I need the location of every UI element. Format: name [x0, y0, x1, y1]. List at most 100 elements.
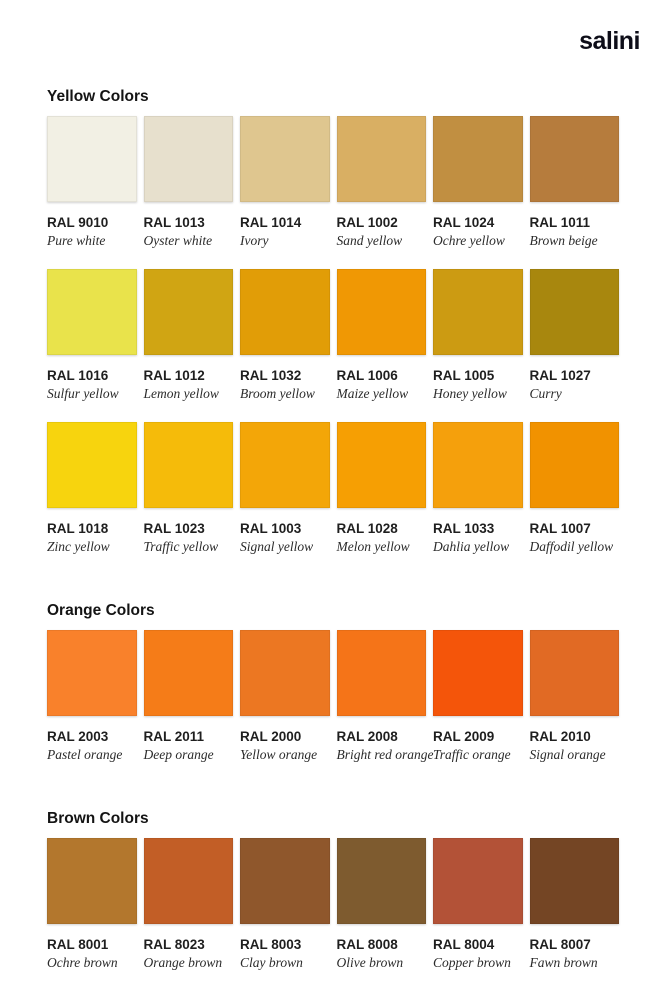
swatch-row: RAL 2003 Pastel orange RAL 2011 Deep ora…	[47, 629, 619, 762]
color-swatch	[143, 421, 233, 508]
ral-code: RAL 2003	[47, 728, 109, 744]
page-header: salini	[47, 0, 640, 56]
color-card: RAL 1024 Ochre yellow	[433, 115, 523, 248]
color-card: RAL 8004 Copper brown	[433, 837, 523, 970]
color-swatch	[529, 629, 619, 716]
color-name: Oyster white	[143, 232, 213, 248]
color-card: RAL 1002 Sand yellow	[336, 115, 426, 248]
color-name: Daffodil yellow	[529, 538, 614, 554]
color-name: Brown beige	[529, 232, 598, 248]
color-card: RAL 8008 Olive brown	[336, 837, 426, 970]
ral-code: RAL 1007	[529, 520, 591, 536]
color-swatch	[433, 837, 523, 924]
color-swatch	[529, 837, 619, 924]
color-card: RAL 1032 Broom yellow	[240, 268, 330, 401]
color-swatch	[529, 268, 619, 355]
color-swatch	[47, 629, 137, 716]
section-title: Brown Colors	[47, 809, 149, 827]
color-card: RAL 2010 Signal orange	[529, 629, 619, 762]
color-name: Ochre brown	[47, 954, 118, 970]
swatch-row: RAL 8001 Ochre brown RAL 8023 Orange bro…	[47, 837, 619, 970]
color-card: RAL 1005 Honey yellow	[433, 268, 523, 401]
color-name: Orange brown	[143, 954, 223, 970]
color-name: Bright red orange	[336, 746, 434, 762]
color-card: RAL 1033 Dahlia yellow	[433, 421, 523, 554]
color-card: RAL 1027 Curry	[529, 268, 619, 401]
color-name: Traffic yellow	[143, 538, 219, 554]
ral-code: RAL 1005	[433, 367, 495, 383]
color-swatch	[240, 115, 330, 202]
color-swatch	[529, 115, 619, 202]
color-card: RAL 2000 Yellow orange	[240, 629, 330, 762]
color-card: RAL 9010 Pure white	[47, 115, 137, 248]
swatch-row: RAL 1016 Sulfur yellow RAL 1012 Lemon ye…	[47, 268, 619, 401]
color-name: Copper brown	[433, 954, 511, 970]
color-swatch	[47, 837, 137, 924]
color-name: Pure white	[47, 232, 106, 248]
swatch-row: RAL 9010 Pure white RAL 1013 Oyster whit…	[47, 115, 619, 248]
color-name: Traffic orange	[433, 746, 511, 762]
ral-code: RAL 1027	[529, 367, 591, 383]
color-name: Broom yellow	[240, 385, 315, 401]
section-rows: RAL 8001 Ochre brown RAL 8023 Orange bro…	[47, 837, 619, 970]
ral-code: RAL 1014	[240, 214, 302, 230]
color-name: Pastel orange	[47, 746, 123, 762]
section-title: Orange Colors	[47, 601, 155, 619]
color-card: RAL 2008 Bright red orange	[336, 629, 434, 762]
ral-code: RAL 1033	[433, 520, 495, 536]
color-card: RAL 1014 Ivory	[240, 115, 330, 248]
section-rows: RAL 2003 Pastel orange RAL 2011 Deep ora…	[47, 629, 619, 762]
ral-code: RAL 8023	[143, 936, 205, 952]
color-swatch	[336, 268, 426, 355]
color-swatch	[433, 115, 523, 202]
ral-code: RAL 2009	[433, 728, 495, 744]
ral-code: RAL 1013	[143, 214, 205, 230]
ral-code: RAL 8003	[240, 936, 302, 952]
color-swatch	[336, 115, 426, 202]
section-rows: RAL 9010 Pure white RAL 1013 Oyster whit…	[47, 115, 619, 554]
ral-code: RAL 1016	[47, 367, 109, 383]
color-swatch	[336, 837, 426, 924]
ral-code: RAL 1018	[47, 520, 109, 536]
color-swatch	[143, 837, 233, 924]
color-swatch	[336, 629, 426, 716]
ral-code: RAL 8008	[336, 936, 398, 952]
color-section: Orange Colors RAL 2003 Pastel orange RAL…	[47, 601, 619, 762]
color-card: RAL 8001 Ochre brown	[47, 837, 137, 970]
color-card: RAL 1013 Oyster white	[143, 115, 233, 248]
color-name: Fawn brown	[529, 954, 598, 970]
ral-code: RAL 8001	[47, 936, 109, 952]
color-name: Yellow orange	[240, 746, 318, 762]
color-card: RAL 1016 Sulfur yellow	[47, 268, 137, 401]
color-swatch	[47, 115, 137, 202]
color-card: RAL 1011 Brown beige	[529, 115, 619, 248]
color-swatch	[433, 268, 523, 355]
color-swatch	[240, 268, 330, 355]
color-section: Brown Colors RAL 8001 Ochre brown RAL 80…	[47, 809, 619, 970]
color-card: RAL 1003 Signal yellow	[240, 421, 330, 554]
brand-logo: salini	[579, 27, 640, 55]
color-swatch	[143, 115, 233, 202]
ral-code: RAL 2008	[336, 728, 398, 744]
ral-code: RAL 1002	[336, 214, 398, 230]
color-swatch	[47, 268, 137, 355]
color-name: Sulfur yellow	[47, 385, 119, 401]
ral-code: RAL 1024	[433, 214, 495, 230]
ral-code: RAL 2011	[143, 728, 205, 744]
color-swatch	[240, 421, 330, 508]
ral-code: RAL 2000	[240, 728, 302, 744]
color-name: Maize yellow	[336, 385, 409, 401]
color-swatch	[143, 629, 233, 716]
ral-code: RAL 1023	[143, 520, 205, 536]
color-swatch	[529, 421, 619, 508]
color-card: RAL 8023 Orange brown	[143, 837, 233, 970]
ral-code: RAL 9010	[47, 214, 109, 230]
color-card: RAL 1012 Lemon yellow	[143, 268, 233, 401]
color-name: Clay brown	[240, 954, 303, 970]
color-name: Lemon yellow	[143, 385, 219, 401]
color-card: RAL 2009 Traffic orange	[433, 629, 523, 762]
color-card: RAL 1018 Zinc yellow	[47, 421, 137, 554]
color-name: Zinc yellow	[47, 538, 110, 554]
color-name: Deep orange	[143, 746, 214, 762]
